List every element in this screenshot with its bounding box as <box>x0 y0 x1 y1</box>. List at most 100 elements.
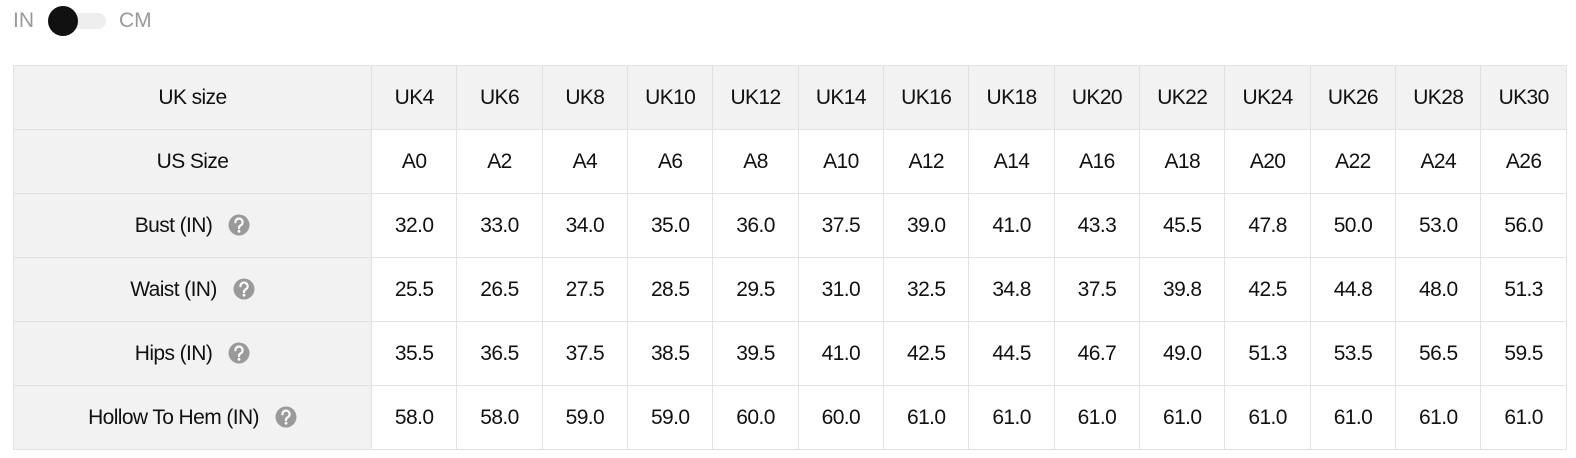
row-label: Waist (IN) <box>13 257 372 322</box>
column-header: UK4 <box>370 65 458 130</box>
size-cell: 60.0 <box>712 385 799 450</box>
size-cell: 50.0 <box>1309 193 1397 258</box>
size-table-container: UK size UK4 UK6 UK8 UK10 UK12 UK14 UK16 UK18 UK20… <box>13 65 1576 450</box>
size-cell: 29.5 <box>712 257 799 322</box>
size-cell: 39.5 <box>712 321 799 386</box>
size-cell: A12 <box>883 129 970 194</box>
size-cell: A16 <box>1053 129 1141 194</box>
column-header: UK28 <box>1395 65 1482 130</box>
size-cell: 61.0 <box>1139 385 1226 450</box>
size-cell: 44.5 <box>968 321 1055 386</box>
size-cell: 61.0 <box>1053 385 1141 450</box>
column-header: UK10 <box>627 65 714 130</box>
size-cell: 26.5 <box>456 257 543 322</box>
size-cell: 32.5 <box>883 257 970 322</box>
row-label-text: Bust (IN) <box>134 213 213 237</box>
column-header: UK20 <box>1053 65 1141 130</box>
size-cell: 33.0 <box>456 193 543 258</box>
size-cell: 61.0 <box>1309 385 1397 450</box>
row-label: US Size <box>13 129 372 194</box>
table-row: Hips (IN) 35.5 36.5 37.5 38.5 39.5 41.0 42.5 44.… <box>13 321 1567 386</box>
size-cell: 61.0 <box>1224 385 1311 450</box>
size-cell: 38.5 <box>627 321 714 386</box>
column-header: UK30 <box>1480 65 1567 130</box>
size-cell: 59.5 <box>1480 321 1567 386</box>
size-cell: A26 <box>1480 129 1567 194</box>
column-header: UK12 <box>712 65 799 130</box>
column-header: UK6 <box>456 65 543 130</box>
toggle-switch[interactable] <box>48 6 106 36</box>
size-cell: 53.5 <box>1309 321 1397 386</box>
table-row: Waist (IN) 25.5 26.5 27.5 28.5 29.5 31.0 32.5 34… <box>13 257 1567 322</box>
row-label-text: Hips (IN) <box>134 341 213 365</box>
size-cell: 49.0 <box>1139 321 1226 386</box>
size-table: UK size UK4 UK6 UK8 UK10 UK12 UK14 UK16 UK18 UK20… <box>13 65 1567 450</box>
column-header: UK26 <box>1309 65 1397 130</box>
size-cell: 46.7 <box>1053 321 1141 386</box>
size-cell: 47.8 <box>1224 193 1311 258</box>
size-cell: A0 <box>370 129 458 194</box>
row-label-text: US Size <box>156 149 229 173</box>
column-header: UK8 <box>541 65 629 130</box>
size-cell: 51.3 <box>1480 257 1567 322</box>
size-cell: 25.5 <box>370 257 458 322</box>
header-row: UK size UK4 UK6 UK8 UK10 UK12 UK14 UK16 UK18 UK20… <box>13 65 1567 130</box>
row-label: Bust (IN) <box>13 193 372 258</box>
size-cell: A8 <box>712 129 799 194</box>
row-label-text: Waist (IN) <box>130 277 217 301</box>
size-cell: A10 <box>797 129 885 194</box>
size-cell: 61.0 <box>883 385 970 450</box>
size-cell: 32.0 <box>370 193 458 258</box>
table-row: Bust (IN) 32.0 33.0 34.0 35.0 36.0 37.5 39.0 41.… <box>13 193 1567 258</box>
size-cell: 42.5 <box>883 321 970 386</box>
size-cell: 37.5 <box>797 193 885 258</box>
size-cell: 61.0 <box>968 385 1055 450</box>
size-cell: 60.0 <box>797 385 885 450</box>
size-cell: 27.5 <box>541 257 629 322</box>
size-cell: 59.0 <box>541 385 629 450</box>
size-cell: 61.0 <box>1480 385 1567 450</box>
help-icon[interactable] <box>233 278 255 300</box>
size-cell: 58.0 <box>370 385 458 450</box>
size-cell: 31.0 <box>797 257 885 322</box>
size-cell: 34.8 <box>968 257 1055 322</box>
unit-in[interactable]: IN <box>13 9 34 32</box>
size-cell: 36.0 <box>712 193 799 258</box>
size-cell: 41.0 <box>968 193 1055 258</box>
size-cell: 48.0 <box>1395 257 1482 322</box>
size-cell: 28.5 <box>627 257 714 322</box>
size-cell: A6 <box>627 129 714 194</box>
size-cell: 39.8 <box>1139 257 1226 322</box>
size-cell: 34.0 <box>541 193 629 258</box>
size-cell: A24 <box>1395 129 1482 194</box>
size-cell: 45.5 <box>1139 193 1226 258</box>
row-label-text: Hollow To Hem (IN) <box>88 405 259 429</box>
help-icon[interactable] <box>275 406 297 428</box>
size-cell: 42.5 <box>1224 257 1311 322</box>
column-header: UK22 <box>1139 65 1226 130</box>
size-cell: A2 <box>456 129 543 194</box>
size-cell: A20 <box>1224 129 1311 194</box>
row-label: Hips (IN) <box>13 321 372 386</box>
size-cell: 36.5 <box>456 321 543 386</box>
row-header-title: UK size <box>13 65 372 130</box>
row-label: Hollow To Hem (IN) <box>13 385 372 450</box>
size-cell: 51.3 <box>1224 321 1311 386</box>
help-icon[interactable] <box>228 214 250 236</box>
size-cell: 37.5 <box>541 321 629 386</box>
size-cell: 53.0 <box>1395 193 1482 258</box>
unit-cm[interactable]: CM <box>119 9 152 32</box>
size-cell: 59.0 <box>627 385 714 450</box>
size-cell: 35.0 <box>627 193 714 258</box>
size-cell: 58.0 <box>456 385 543 450</box>
size-cell: A14 <box>968 129 1055 194</box>
size-cell: 35.5 <box>370 321 458 386</box>
unit-toggle[interactable]: IN CM <box>13 6 152 36</box>
size-cell: 61.0 <box>1395 385 1482 450</box>
column-header: UK16 <box>883 65 970 130</box>
table-row: US Size A0 A2 A4 A6 A8 A10 A12 A14 A16 A18 A20 A22 A2… <box>13 129 1567 194</box>
help-icon[interactable] <box>228 342 250 364</box>
table-row: Hollow To Hem (IN) 58.0 58.0 59.0 59.0 60.0 60… <box>13 385 1567 450</box>
